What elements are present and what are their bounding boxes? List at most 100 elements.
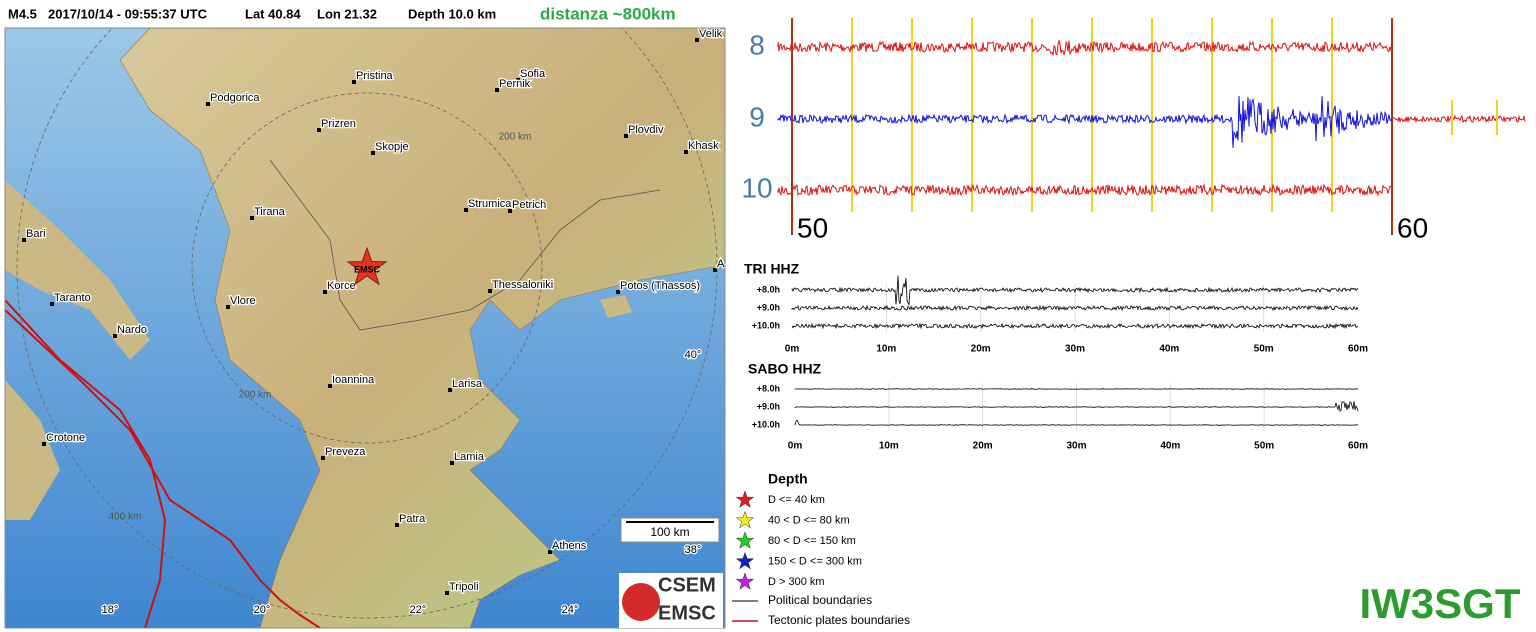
- header-field: M4.5: [8, 6, 37, 21]
- panel-xlabel: 30m: [1065, 344, 1085, 355]
- grid-label: 24°: [562, 604, 579, 616]
- legend-label: Tectonic plates boundaries: [768, 613, 910, 627]
- panel-row-label: +9.0h: [757, 302, 780, 312]
- city-label: Thessaloniki: [492, 279, 553, 291]
- city-label: Taranto: [54, 292, 91, 304]
- legend-star: [735, 510, 755, 529]
- city-label: Athens: [552, 540, 587, 552]
- city-dot: [317, 128, 321, 132]
- waveform: [777, 183, 1393, 197]
- city-dot: [516, 78, 520, 82]
- logo-top: CSEM: [658, 574, 716, 596]
- legend-label: 150 < D <= 300 km: [768, 555, 862, 567]
- panel-row-label: +8.0h: [757, 284, 780, 294]
- panel-xlabel: 40m: [1159, 344, 1179, 355]
- panel-row-label: +10.0h: [752, 419, 780, 429]
- panel-xlabel: 40m: [1160, 441, 1180, 452]
- channel-label: 10: [741, 172, 772, 203]
- distance-ring: [191, 92, 543, 444]
- panel-row-label: +8.0h: [757, 383, 780, 393]
- epicenter-label: EMSC: [354, 264, 381, 274]
- logo-globe: [622, 583, 660, 621]
- waveform: [791, 275, 1359, 306]
- waveform: [794, 401, 1359, 412]
- callsign: IW3SGT: [1359, 580, 1520, 627]
- city-dot: [464, 208, 468, 212]
- city-label: Podgorica: [210, 92, 260, 104]
- land: [600, 295, 632, 318]
- header-field: Lon 21.32: [317, 6, 377, 21]
- panel-xlabel: 60m: [1348, 344, 1368, 355]
- waveform: [794, 419, 1358, 426]
- land: [5, 380, 60, 520]
- city-dot: [226, 305, 230, 309]
- city-dot: [624, 134, 628, 138]
- city-label: Skopje: [375, 141, 409, 153]
- city-dot: [206, 102, 210, 106]
- city-label: Larisa: [452, 378, 483, 390]
- city-label: Bari: [26, 228, 46, 240]
- city-label: Petrich: [512, 199, 546, 211]
- panel-row-label: +10.0h: [752, 320, 780, 330]
- city-dot: [616, 290, 620, 294]
- city-dot: [371, 151, 375, 155]
- legend-star: [735, 551, 755, 570]
- city-dot: [395, 523, 399, 527]
- channel-label: 9: [749, 101, 765, 132]
- minute-label: 60: [1397, 212, 1428, 243]
- political-boundary: [269, 159, 661, 331]
- grid-label: 40°: [685, 349, 702, 361]
- city-label: Sofia: [520, 68, 546, 80]
- legend-label: 40 < D <= 80 km: [768, 514, 850, 526]
- city-dot: [352, 80, 356, 84]
- header-field: Depth 10.0 km: [408, 6, 496, 21]
- waveform: [1391, 114, 1526, 124]
- panel-title: SABO HHZ: [748, 361, 822, 377]
- header-field: 2017/10/14 - 09:55:37 UTC: [48, 6, 208, 21]
- legend-label: D <= 40 km: [768, 494, 825, 506]
- city-label: Pristina: [356, 70, 394, 82]
- city-dot: [22, 238, 26, 242]
- grid-label: 38°: [685, 544, 702, 556]
- panel-xlabel: 30m: [1066, 441, 1086, 452]
- legend-star: [735, 531, 755, 549]
- grid-label: 18°: [102, 604, 119, 616]
- city-label: Tirana: [254, 206, 286, 218]
- city-label: Prizren: [321, 118, 356, 130]
- panel-row-label: +9.0h: [757, 401, 780, 411]
- waveform: [777, 95, 1393, 148]
- city-dot: [450, 461, 454, 465]
- city-label: Khask: [688, 140, 719, 152]
- city-dot: [328, 384, 332, 388]
- city-dot: [50, 302, 54, 306]
- city-dot: [448, 388, 452, 392]
- panel-title: TRI HHZ: [744, 261, 800, 277]
- land: [119, 28, 725, 628]
- waveform: [794, 388, 1359, 390]
- scale-label: 100 km: [650, 525, 689, 539]
- city-label: Velik: [699, 28, 723, 40]
- city-dot: [488, 289, 492, 293]
- city-label: Plovdiv: [628, 124, 664, 136]
- city-dot: [695, 38, 699, 42]
- city-dot: [323, 290, 327, 294]
- grid-label: 20°: [254, 604, 271, 616]
- panel-xlabel: 60m: [1348, 441, 1368, 452]
- city-label: Nardo: [117, 324, 147, 336]
- city-label: Crotone: [46, 432, 85, 444]
- grid-label: 22°: [410, 604, 427, 616]
- city-label: Patra: [399, 513, 426, 525]
- legend-label: 80 < D <= 150 km: [768, 535, 856, 547]
- legend-star: [735, 572, 755, 590]
- city-dot: [250, 216, 254, 220]
- city-dot: [113, 334, 117, 338]
- map-frame: [4, 27, 726, 629]
- city-label: Tripoli: [449, 581, 479, 593]
- legend-title: Depth: [768, 471, 808, 487]
- city-dot: [495, 88, 499, 92]
- panel-xlabel: 0m: [785, 344, 800, 355]
- city-dot: [445, 591, 449, 595]
- city-label: Vlore: [230, 295, 256, 307]
- city-dot: [321, 456, 325, 460]
